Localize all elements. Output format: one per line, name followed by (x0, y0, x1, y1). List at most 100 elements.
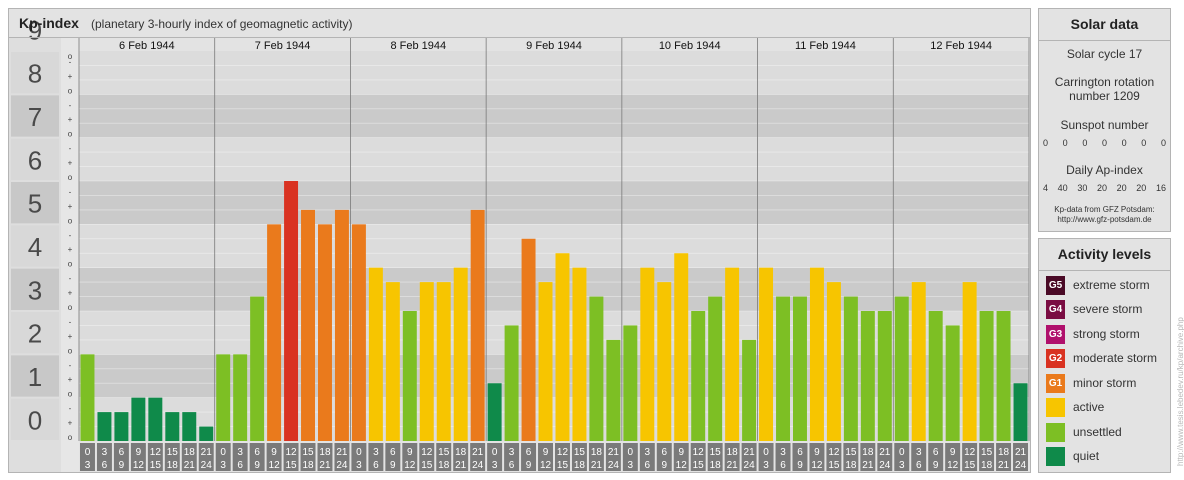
kp-bar (538, 282, 553, 441)
interval-end-label: 12 (676, 460, 688, 471)
interval-cell (538, 443, 553, 471)
sunspot-values: 0 0 0 0 0 0 0 (1043, 138, 1166, 148)
y-minor-tick-label: - (69, 361, 72, 370)
carrington-line-2: number 1209 (1069, 89, 1140, 103)
interval-end-label: 6 (102, 460, 108, 471)
y-minor-tick-label: - (69, 404, 72, 413)
interval-end-label: 12 (404, 460, 416, 471)
kp-bar (318, 224, 332, 441)
chart-title: Kp-index (19, 15, 79, 31)
interval-start-label: 6 (526, 447, 532, 458)
legend-swatch: G3 (1046, 324, 1065, 344)
kp-bar (334, 209, 349, 441)
interval-end-label: 18 (845, 460, 857, 471)
y-tick-label: 3 (28, 275, 42, 305)
y-minor-tick-label: o (68, 390, 73, 399)
interval-cell (96, 443, 112, 471)
interval-start-label: 18 (591, 447, 603, 458)
interval-cell (877, 443, 893, 471)
kp-bar (640, 267, 655, 441)
interval-start-label: 9 (543, 447, 549, 458)
interval-cell (504, 443, 520, 471)
kp-bar (843, 296, 858, 441)
kp-bar (250, 296, 265, 441)
sunspot-value: 0 (1121, 138, 1127, 148)
legend-label: strong storm (1073, 327, 1140, 341)
kp-bar (877, 311, 892, 441)
kp-bar (131, 397, 146, 441)
kp-bar (402, 311, 417, 441)
interval-cell (656, 443, 672, 471)
kp-bar (419, 282, 434, 441)
y-minor-tick-label: o (68, 52, 73, 61)
legend-item-strong-storm: G3 strong storm (1046, 324, 1140, 344)
kp-band (79, 94, 1029, 138)
kp-bar (623, 325, 638, 441)
y-tick-label: 0 (28, 405, 42, 435)
ap-value: 30 (1077, 183, 1088, 193)
kp-bar (996, 311, 1011, 441)
credit-link[interactable]: http://www.gfz-potsdam.de (1057, 215, 1152, 224)
interval-cell (673, 443, 689, 471)
y-minor-tick-label: - (69, 101, 72, 110)
legend-item-active: active (1046, 397, 1104, 417)
legend-swatch: G1 (1046, 373, 1065, 393)
legend-label: moderate storm (1073, 351, 1158, 365)
y-label-band (11, 268, 59, 310)
interval-cell (215, 443, 231, 471)
y-label-band (11, 52, 59, 94)
kp-bar (911, 282, 926, 441)
interval-cell (945, 443, 961, 471)
y-minor-tick-label: - (69, 144, 72, 153)
kp-bar (165, 412, 180, 441)
interval-start-label: 3 (645, 447, 651, 458)
kp-bar (742, 339, 757, 441)
interval-cell (419, 443, 435, 471)
interval-start-label: 12 (828, 447, 840, 458)
interval-start-label: 3 (237, 447, 243, 458)
interval-cell (198, 443, 214, 471)
y-minor-tick-label: o (68, 433, 73, 442)
kp-bar (860, 311, 875, 441)
kp-bar (555, 253, 570, 441)
sunspot-value: 0 (1043, 138, 1049, 148)
interval-start-label: 0 (628, 447, 634, 458)
legend-item-extreme-storm: G5 extreme storm (1046, 275, 1150, 295)
kp-bar (267, 224, 282, 441)
interval-start-label: 21 (201, 447, 213, 458)
interval-start-label: 15 (710, 447, 722, 458)
interval-end-label: 15 (693, 460, 705, 471)
interval-end-label: 24 (879, 460, 891, 471)
interval-cell (249, 443, 265, 471)
legend-item-moderate-storm: G2 moderate storm (1046, 348, 1157, 368)
interval-end-label: 6 (509, 460, 515, 471)
y-minor-tick-label: o (68, 303, 73, 312)
kp-bar (521, 238, 536, 441)
interval-cell (164, 443, 180, 471)
interval-end-label: 6 (780, 460, 786, 471)
interval-cell (334, 443, 350, 471)
interval-end-label: 24 (336, 460, 348, 471)
kp-bar (826, 282, 841, 441)
day-label: 9 Feb 1944 (526, 40, 582, 52)
interval-end-label: 24 (744, 460, 756, 471)
kp-bar (80, 354, 95, 441)
kp-bar (928, 311, 943, 441)
kp-band (79, 181, 1029, 225)
interval-end-label: 6 (237, 460, 243, 471)
interval-end-label: 21 (727, 460, 739, 471)
interval-cell (979, 443, 995, 471)
interval-end-label: 12 (540, 460, 552, 471)
y-tick-label: 2 (28, 319, 42, 349)
kp-bar (385, 282, 400, 441)
interval-end-label: 21 (184, 460, 196, 471)
y-minor-tick-label: - (69, 231, 72, 240)
interval-cell (690, 443, 706, 471)
interval-start-label: 18 (998, 447, 1010, 458)
interval-start-label: 12 (964, 447, 976, 458)
kp-bar (148, 397, 163, 441)
y-tick-label: 4 (28, 232, 42, 262)
kp-bar (725, 267, 740, 441)
interval-start-label: 21 (744, 447, 756, 458)
interval-cell (453, 443, 469, 471)
